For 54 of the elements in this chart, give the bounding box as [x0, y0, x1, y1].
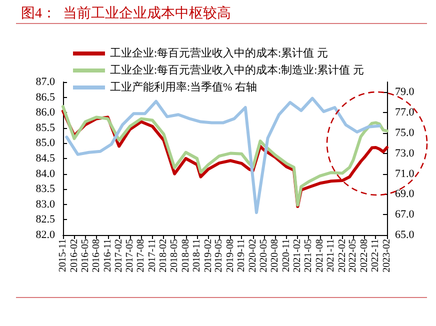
- y2-tick-label: 69.0: [395, 188, 415, 200]
- y2-tick-label: 65.0: [395, 229, 415, 241]
- x-tick-label: 2019-11: [236, 239, 248, 272]
- x-tick-label: 2016-11: [102, 239, 114, 272]
- x-tick-label: 2015-11: [58, 239, 68, 272]
- y2-tick-label: 73.0: [395, 147, 415, 160]
- x-tick-label: 2017-11: [146, 239, 158, 272]
- x-tick-label: 2023-02: [382, 239, 392, 272]
- y2-tick-label: 79.0: [395, 86, 415, 98]
- x-tick-label: 2022-11: [370, 239, 382, 272]
- x-tick-label: 2017-05: [124, 239, 136, 272]
- x-tick-label: 2021-08: [314, 239, 326, 272]
- x-tick-label: 2018-11: [192, 239, 203, 272]
- x-tick-label: 2020-02: [247, 239, 258, 272]
- y-tick-label: 83.5: [36, 183, 56, 196]
- y2-tick-label: 71.0: [395, 168, 415, 180]
- y2-tick-label: 67.0: [395, 208, 415, 221]
- y-tick-label: 83.0: [36, 198, 56, 210]
- y-tick-label: 84.0: [36, 168, 56, 180]
- y-tick-label: 86.5: [36, 91, 56, 104]
- chart-title: 图4： 当前工业企业成本中枢较高: [21, 6, 231, 22]
- x-tick-label: 2016-02: [68, 239, 80, 272]
- y-tick-label: 86.0: [36, 106, 56, 119]
- x-tick-label: 2022-02: [336, 239, 348, 272]
- x-tick-label: 2021-11: [326, 239, 337, 272]
- x-tick-label: 2020-05: [258, 239, 270, 272]
- line-series: [65, 96, 381, 214]
- x-tick-label: 2020-11: [280, 239, 292, 272]
- x-tick-label: 2016-08: [91, 239, 102, 272]
- x-tick-label: 2017-02: [114, 239, 125, 272]
- x-tick-label: 2017-08: [136, 239, 147, 272]
- y-tick-label: 84.5: [36, 152, 56, 164]
- x-tick-label: 2022-08: [358, 239, 370, 272]
- x-tick-label: 2022-05: [348, 239, 359, 272]
- x-tick-label: 2019-05: [214, 239, 225, 272]
- x-tick-label: 2021-05: [303, 239, 314, 272]
- y-tick-label: 85.0: [36, 137, 56, 150]
- x-tick-label: 2018-08: [180, 239, 192, 272]
- y-tick-label: 87.0: [36, 76, 56, 88]
- legend-label: 工业产能利用率:当季值% 右轴: [110, 80, 257, 94]
- x-tick-label: 2019-02: [202, 239, 214, 272]
- y-tick-label: 82.5: [36, 214, 56, 226]
- y2-tick-label: 75.0: [395, 127, 415, 139]
- x-tick-label: 2016-05: [80, 239, 91, 272]
- legend-label: 工业企业:每百元营业收入中的成本:累计值 元: [110, 46, 328, 60]
- y2-tick-label: 77.0: [395, 106, 415, 119]
- y-tick-label: 85.5: [36, 122, 56, 134]
- x-tick-label: 2018-02: [158, 239, 170, 272]
- y-tick-label: 82.0: [36, 229, 56, 241]
- x-tick-label: 2020-08: [270, 239, 281, 272]
- x-tick-label: 2021-02: [292, 239, 304, 272]
- legend-label: 工业企业:每百元营业收入中的成本:制造业:累计值 元: [110, 64, 364, 76]
- x-tick-label: 2018-05: [169, 239, 180, 272]
- x-tick-label: 2019-08: [224, 239, 236, 272]
